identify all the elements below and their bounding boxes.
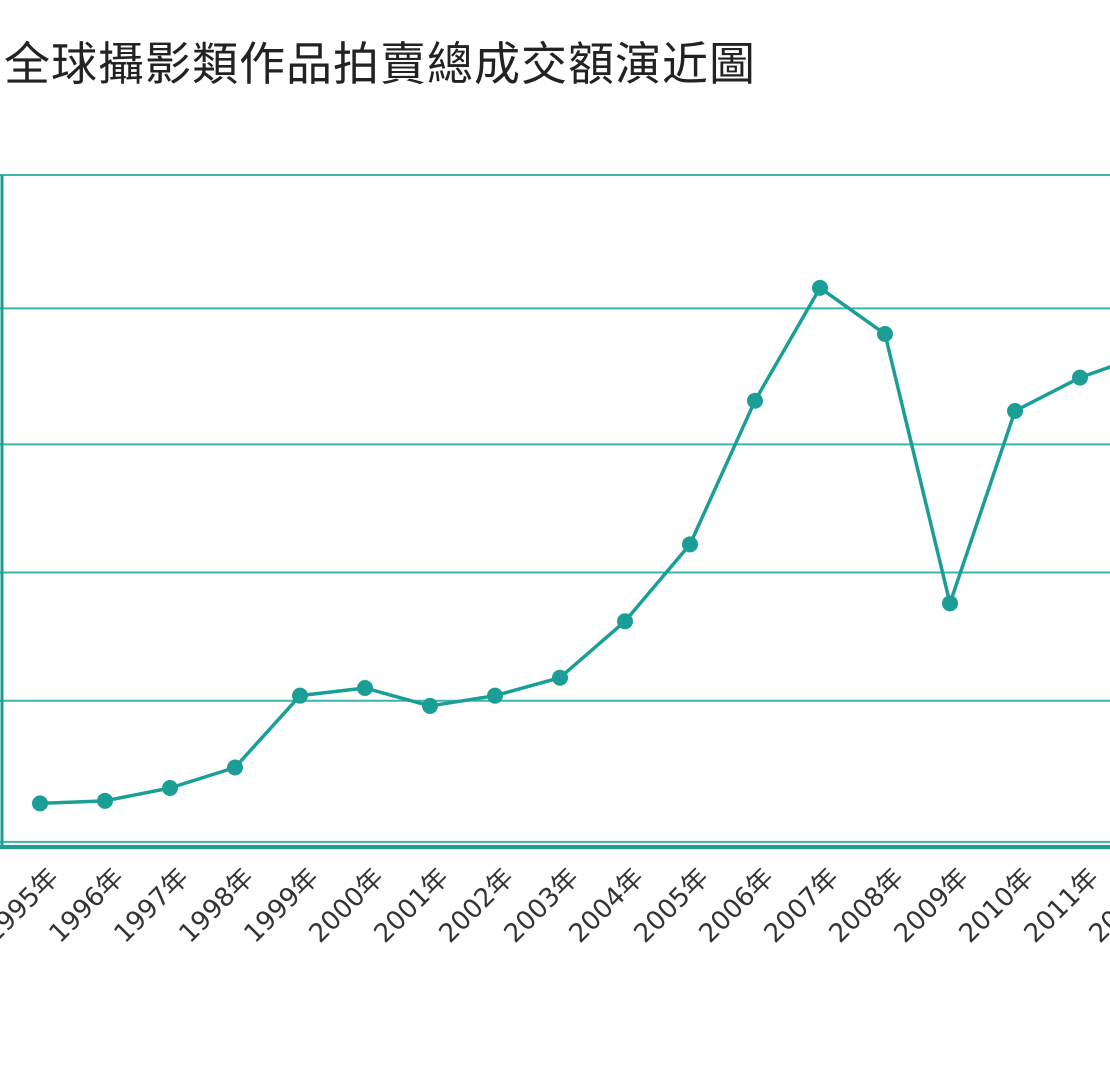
data-point-2003年: [552, 669, 568, 686]
data-point-2005年: [682, 536, 698, 553]
data-point-1997年: [162, 780, 178, 797]
data-point-2001年: [422, 697, 438, 714]
data-point-2011年: [1072, 369, 1088, 386]
data-point-1996年: [97, 792, 113, 809]
data-point-2006年: [747, 392, 763, 409]
chart-title: 全球攝影類作品拍賣總成交額演近圖: [4, 37, 756, 91]
data-point-2008年: [877, 326, 893, 343]
data-point-1999年: [292, 687, 308, 704]
data-point-2007年: [812, 279, 828, 296]
data-point-1995年: [32, 795, 48, 812]
data-point-2000年: [357, 679, 373, 696]
data-point-2002年: [487, 687, 503, 704]
data-point-2009年: [942, 595, 958, 612]
series-line: [39, 286, 1110, 806]
data-point-1998年: [227, 759, 243, 776]
data-point-2004年: [617, 613, 633, 630]
data-point-2010年: [1007, 402, 1023, 419]
